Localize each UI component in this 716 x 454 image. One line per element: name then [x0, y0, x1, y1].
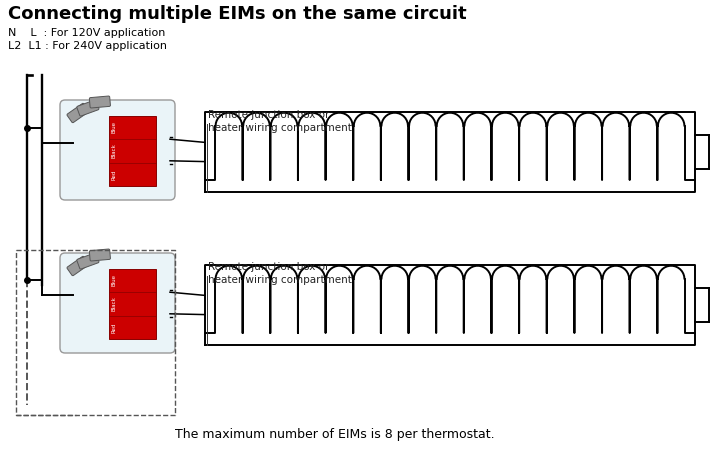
Text: Red: Red	[111, 322, 116, 333]
Bar	[109, 116, 156, 186]
FancyBboxPatch shape	[77, 253, 99, 269]
Text: Blue: Blue	[111, 274, 116, 286]
Text: Remote junction box or
heater wiring compartment: Remote junction box or heater wiring com…	[208, 110, 352, 133]
Text: Connecting multiple EIMs on the same circuit: Connecting multiple EIMs on the same cir…	[8, 5, 467, 23]
FancyBboxPatch shape	[60, 253, 175, 353]
Text: Red: Red	[111, 169, 116, 180]
Text: L2  L1 : For 240V application: L2 L1 : For 240V application	[8, 41, 167, 51]
Text: Black: Black	[111, 296, 116, 311]
Text: The maximum number of EIMs is 8 per thermostat.: The maximum number of EIMs is 8 per ther…	[175, 428, 495, 441]
FancyBboxPatch shape	[90, 96, 110, 108]
FancyBboxPatch shape	[77, 100, 99, 116]
Text: Remote junction box or
heater wiring compartment: Remote junction box or heater wiring com…	[208, 262, 352, 285]
FancyBboxPatch shape	[67, 257, 89, 276]
Text: Blue: Blue	[111, 121, 116, 133]
FancyBboxPatch shape	[67, 104, 89, 123]
Text: N    L  : For 120V application: N L : For 120V application	[8, 28, 165, 38]
FancyBboxPatch shape	[60, 100, 175, 200]
FancyBboxPatch shape	[90, 249, 110, 261]
Bar	[109, 269, 156, 339]
Text: Black: Black	[111, 143, 116, 158]
